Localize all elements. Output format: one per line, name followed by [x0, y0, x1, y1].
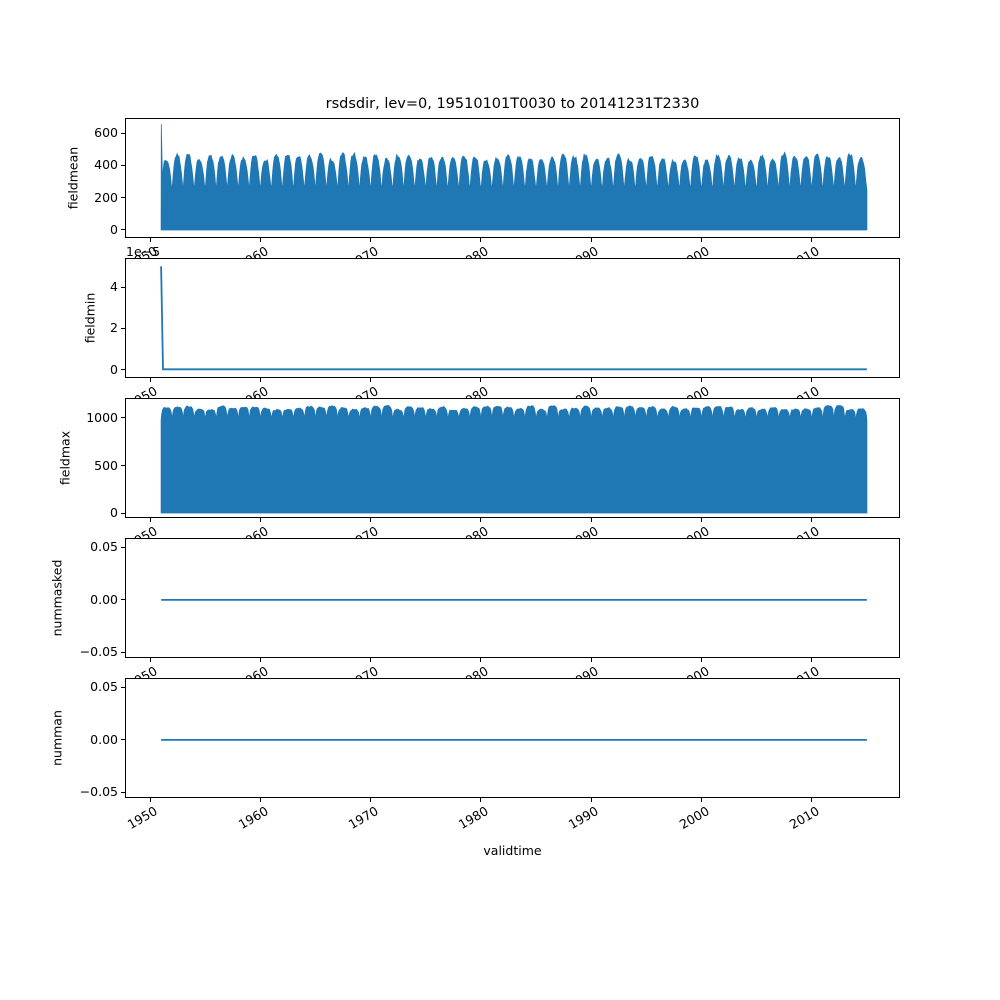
- fieldmin-plot-area: [125, 258, 900, 378]
- xtick-mark: [590, 238, 592, 242]
- xtick-mark: [811, 238, 813, 242]
- xtick-mark: [370, 518, 372, 522]
- fieldmin-series-line: [160, 266, 867, 371]
- numman-ytick-mark: [121, 791, 125, 793]
- xtick-mark: [700, 798, 702, 802]
- xtick-mark: [480, 658, 482, 662]
- fieldmax-ytick-label: 1000: [86, 409, 118, 425]
- xtick-mark: [149, 798, 151, 802]
- fieldmean-ytick-label: 200: [94, 189, 118, 205]
- xtick-mark: [149, 658, 151, 662]
- numman-ytick-mark: [121, 739, 125, 741]
- nummasked-ytick-label: 0.00: [90, 591, 118, 607]
- fieldmin-ytick-label: 0: [110, 361, 118, 377]
- xtick-mark: [590, 518, 592, 522]
- xtick-label: 1970: [345, 803, 381, 833]
- xtick-mark: [811, 378, 813, 382]
- xtick-mark: [370, 658, 372, 662]
- nummasked-plot-area: [125, 538, 900, 658]
- fieldmean-series-area: [160, 124, 868, 231]
- fieldmin-scale-offset-text: 1e−5: [126, 244, 161, 259]
- fieldmean-svg: [125, 118, 900, 238]
- fieldmax-ytick-mark: [121, 417, 125, 419]
- nummasked-ytick-label: −0.05: [79, 644, 118, 660]
- numman-plot-area: [125, 678, 900, 798]
- xtick-mark: [259, 238, 261, 242]
- fieldmax-ytick-label: 0: [110, 505, 118, 520]
- fieldmin-ylabel: fieldmin: [82, 292, 98, 344]
- xtick-label: 2000: [676, 803, 712, 833]
- xtick-mark: [811, 518, 813, 522]
- nummasked-ylabel: nummasked: [49, 559, 65, 637]
- fieldmean-ytick-label: 600: [94, 125, 118, 141]
- xtick-mark: [590, 378, 592, 382]
- xtick-mark: [480, 378, 482, 382]
- x-axis-label: validtime: [483, 843, 542, 858]
- fieldmean-axes-frame: [125, 118, 900, 238]
- xtick-mark: [259, 378, 261, 382]
- nummasked-ytick-label: 0.05: [90, 539, 118, 555]
- xtick-mark: [370, 378, 372, 382]
- fieldmean-ytick-mark: [121, 164, 125, 166]
- fieldmax-ytick-mark: [121, 512, 125, 514]
- fieldmax-ytick-label: 500: [94, 457, 118, 473]
- nummasked-ytick-mark: [121, 546, 125, 548]
- xtick-mark: [811, 658, 813, 662]
- fieldmax-series-area: [160, 404, 868, 514]
- xtick-mark: [700, 238, 702, 242]
- numman-ytick-label: 0.05: [90, 679, 118, 695]
- xtick-mark: [700, 378, 702, 382]
- xtick-mark: [480, 238, 482, 242]
- xtick-mark: [149, 238, 151, 242]
- numman-axes-frame: [125, 678, 900, 798]
- xtick-mark: [700, 518, 702, 522]
- xtick-mark: [259, 798, 261, 802]
- fieldmean-ytick-mark: [121, 197, 125, 199]
- nummasked-axes-frame: [125, 538, 900, 658]
- fieldmin-ytick-mark: [121, 369, 125, 371]
- xtick-label: 1950: [124, 803, 161, 833]
- fieldmax-svg: [125, 398, 900, 518]
- fieldmin-axes-frame: [125, 258, 900, 378]
- numman-ylabel: numman: [49, 710, 65, 766]
- numman-ytick-mark: [121, 686, 125, 688]
- numman-svg: [125, 678, 900, 798]
- xtick-mark: [259, 518, 261, 522]
- xtick-mark: [370, 798, 372, 802]
- fieldmean-ytick-label: 400: [94, 157, 118, 173]
- xtick-label: 1990: [566, 803, 602, 833]
- figure-title: rsdsdir, lev=0, 19510101T0030 to 2014123…: [325, 96, 700, 112]
- fieldmax-axes-frame: [125, 398, 900, 518]
- fieldmin-ytick-mark: [121, 327, 125, 329]
- fieldmax-plot-area: [125, 398, 900, 518]
- fieldmean-ytick-mark: [121, 132, 125, 134]
- fieldmin-svg: [125, 258, 900, 378]
- xtick-label: 1960: [235, 803, 271, 833]
- fieldmin-ytick-mark: [121, 286, 125, 288]
- xtick-mark: [811, 798, 813, 802]
- xtick-mark: [590, 798, 592, 802]
- fieldmean-ytick-mark: [121, 229, 125, 231]
- fieldmean-ytick-label: 0: [110, 221, 118, 237]
- xtick-mark: [590, 658, 592, 662]
- xtick-mark: [259, 658, 261, 662]
- numman-ytick-label: −0.05: [79, 784, 118, 800]
- xtick-mark: [370, 238, 372, 242]
- xtick-label: 1980: [455, 803, 491, 833]
- fieldmax-ytick-mark: [121, 465, 125, 466]
- nummasked-ytick-mark: [121, 651, 125, 653]
- xtick-mark: [149, 518, 151, 522]
- xtick-mark: [480, 518, 482, 522]
- xtick-label: 2010: [786, 803, 822, 833]
- xtick-mark: [149, 378, 151, 382]
- nummasked-svg: [125, 538, 900, 658]
- fieldmin-ytick-label: 4: [110, 279, 118, 294]
- fieldmean-plot-area: [125, 118, 900, 238]
- numman-ytick-label: 0.00: [90, 731, 118, 747]
- fieldmin-ytick-label: 2: [110, 320, 118, 336]
- nummasked-ytick-mark: [121, 599, 125, 601]
- xtick-mark: [480, 798, 482, 802]
- xtick-mark: [700, 658, 702, 662]
